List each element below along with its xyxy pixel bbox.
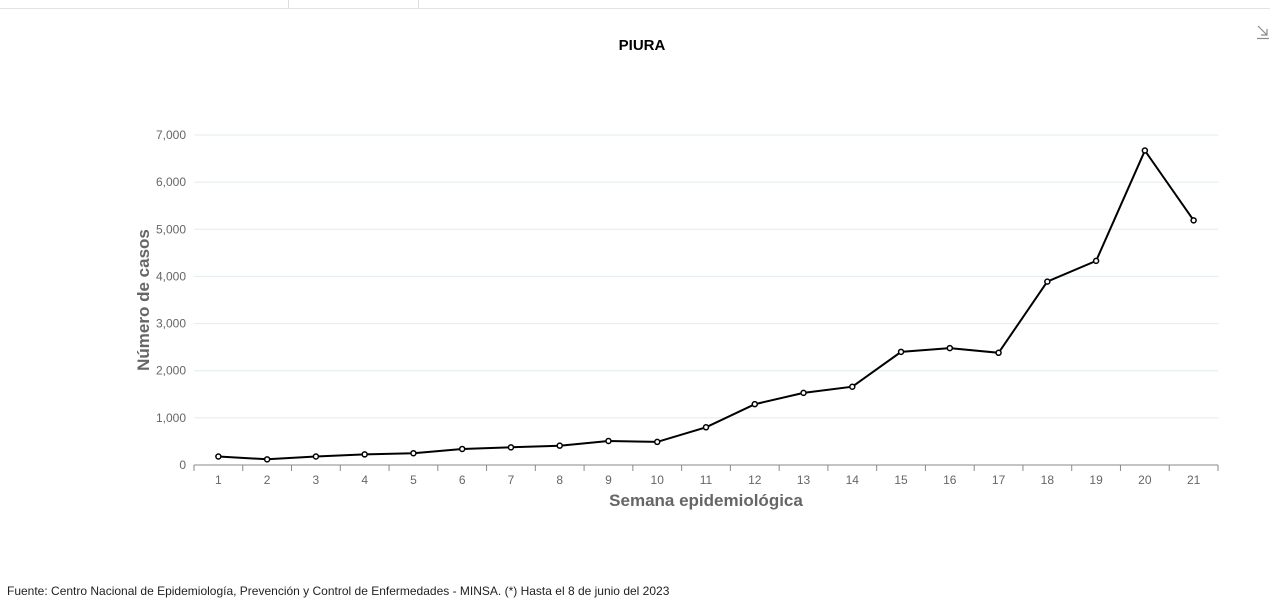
x-tick-label: 14 — [846, 473, 860, 487]
x-axis-title: Semana epidemiológica — [609, 491, 803, 510]
y-tick-label: 2,000 — [156, 364, 186, 378]
data-point[interactable] — [556, 442, 563, 449]
series-line — [218, 148, 1195, 461]
y-tick-label: 3,000 — [156, 317, 186, 331]
x-tick-label: 8 — [556, 473, 563, 487]
x-tick-label: 21 — [1187, 473, 1201, 487]
x-tick-label: 19 — [1089, 473, 1103, 487]
x-tick-label: 3 — [313, 473, 320, 487]
x-tick-label: 5 — [410, 473, 417, 487]
x-tick-label: 6 — [459, 473, 466, 487]
data-point[interactable] — [946, 344, 954, 352]
x-tick-label: 13 — [797, 473, 811, 487]
x-tick-label: 10 — [651, 473, 665, 487]
gridlines — [194, 134, 1218, 419]
x-tick-label: 11 — [700, 473, 713, 487]
x-tick-label: 12 — [748, 473, 762, 487]
data-points — [215, 147, 1197, 463]
y-tick-label: 5,000 — [156, 222, 186, 236]
chart-title: PIURA — [618, 37, 666, 54]
top-tab-strip — [0, 0, 1270, 9]
data-point[interactable] — [800, 389, 807, 397]
x-axis-ticks: 1 2 3 4 5 6 7 8 9 10 11 12 13 14 15 16 17 18 19 20 21 — [193, 465, 1219, 487]
data-point[interactable] — [361, 451, 368, 458]
x-tick-label: 7 — [508, 473, 515, 487]
x-tick-label: 17 — [992, 473, 1006, 487]
y-tick-label: 4,000 — [156, 269, 186, 283]
y-tick-label: 6,000 — [156, 175, 186, 189]
x-tick-label: 18 — [1041, 473, 1055, 487]
y-tick-label: 7,000 — [156, 128, 186, 142]
data-point[interactable] — [215, 453, 222, 460]
x-tick-label: 9 — [605, 473, 612, 487]
data-point[interactable] — [410, 449, 417, 457]
data-point[interactable] — [1190, 217, 1197, 224]
data-point[interactable] — [995, 349, 1002, 357]
y-tick-label: 0 — [179, 458, 186, 472]
data-point[interactable] — [702, 424, 710, 431]
x-tick-label: 1 — [215, 473, 222, 487]
data-point[interactable] — [605, 437, 612, 445]
data-point[interactable] — [653, 438, 661, 446]
data-point[interactable] — [849, 383, 856, 390]
download-icon[interactable] — [1256, 24, 1270, 40]
y-axis-ticks: 0 1,000 2,000 3,000 4,000 5,000 6,000 7,000 — [156, 128, 186, 472]
data-point[interactable] — [458, 445, 466, 453]
data-point[interactable] — [1092, 257, 1100, 265]
data-point[interactable] — [263, 456, 271, 463]
data-point[interactable] — [751, 400, 759, 408]
x-tick-label: 16 — [943, 473, 957, 487]
y-tick-label: 1,000 — [156, 411, 186, 425]
source-footer: Fuente: Centro Nacional de Epidemiología… — [7, 584, 670, 598]
data-point[interactable] — [1044, 278, 1051, 285]
x-tick-label: 15 — [894, 473, 908, 487]
top-tab-divider — [418, 0, 419, 8]
top-tab-divider — [288, 0, 289, 8]
data-point[interactable] — [312, 453, 320, 460]
data-point[interactable] — [897, 348, 905, 356]
data-point[interactable] — [507, 444, 515, 451]
x-tick-label: 4 — [361, 473, 368, 487]
data-point[interactable] — [1141, 147, 1149, 154]
y-axis-title: Número de casos — [134, 229, 153, 371]
x-tick-label: 2 — [264, 473, 271, 487]
x-tick-label: 20 — [1138, 473, 1152, 487]
